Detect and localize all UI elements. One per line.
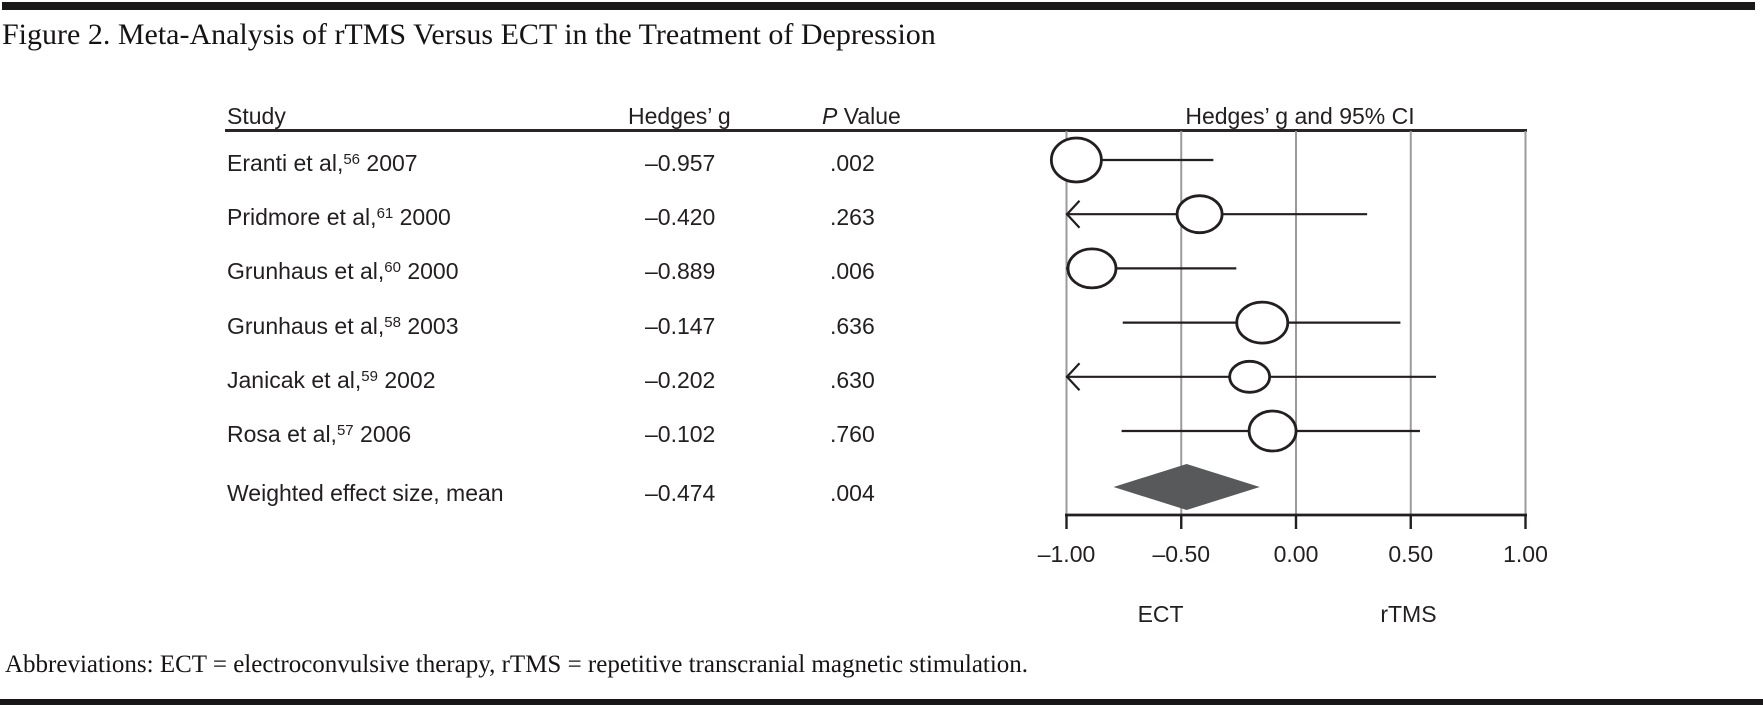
figure-title: Figure 2. Meta-Analysis of rTMS Versus E… bbox=[2, 18, 936, 51]
column-header-study: Study bbox=[227, 103, 286, 129]
summary-diamond bbox=[1113, 464, 1260, 510]
header-rule bbox=[225, 129, 1527, 132]
p-value: .630 bbox=[830, 367, 875, 393]
hedges-g-value: –0.420 bbox=[645, 204, 716, 230]
effect-marker bbox=[1066, 247, 1118, 290]
hedges-g-value: –0.147 bbox=[645, 313, 716, 339]
effect-marker bbox=[1235, 300, 1290, 345]
tick-label: 0.50 bbox=[1388, 541, 1433, 567]
reference-superscript: 57 bbox=[336, 422, 354, 439]
study-label: Pridmore et al,61 2000 bbox=[227, 204, 451, 230]
hedges-g-value: –0.202 bbox=[645, 367, 716, 393]
group-label-rtms: rTMS bbox=[1380, 601, 1436, 627]
hedges-g-value: –0.102 bbox=[645, 421, 716, 447]
study-label: Grunhaus et al,58 2003 bbox=[227, 313, 459, 339]
column-header-hedges-g: Hedges’ g bbox=[628, 103, 731, 129]
abbreviations-footnote: Abbreviations: ECT = electroconvulsive t… bbox=[5, 651, 1029, 678]
effect-marker bbox=[1049, 136, 1103, 184]
study-label: Grunhaus et al,60 2000 bbox=[227, 258, 459, 284]
reference-superscript: 59 bbox=[361, 368, 378, 385]
reference-superscript: 61 bbox=[376, 205, 394, 222]
p-value: .002 bbox=[830, 150, 875, 176]
p-value: .004 bbox=[830, 480, 875, 506]
p-value: .636 bbox=[830, 313, 875, 339]
ci-clip-arrow-left-icon bbox=[1065, 362, 1081, 392]
top-rule bbox=[2, 2, 1755, 10]
p-value-rest: Value bbox=[837, 103, 901, 129]
hedges-g-value: –0.889 bbox=[645, 258, 716, 284]
p-value: .760 bbox=[830, 421, 875, 447]
tick-label: –0.50 bbox=[1152, 541, 1210, 567]
bottom-rule bbox=[0, 699, 1763, 705]
reference-superscript: 56 bbox=[343, 151, 361, 168]
tick-label: –1.00 bbox=[1038, 541, 1096, 567]
study-label: Weighted effect size, mean bbox=[227, 480, 504, 506]
tick-label: 1.00 bbox=[1503, 541, 1548, 567]
hedges-g-value: –0.474 bbox=[645, 480, 716, 506]
tick-label: 0.00 bbox=[1274, 541, 1319, 567]
column-header-p-value: P Value bbox=[822, 103, 901, 130]
reference-superscript: 58 bbox=[384, 314, 401, 331]
ci-clip-arrow-left-icon bbox=[1065, 199, 1081, 229]
p-value: .006 bbox=[830, 258, 875, 284]
study-label: Janicak et al,59 2002 bbox=[227, 367, 436, 393]
effect-marker bbox=[1175, 194, 1224, 235]
group-label-ect: ECT bbox=[1138, 601, 1184, 627]
effect-marker bbox=[1228, 359, 1272, 394]
effect-marker bbox=[1247, 409, 1298, 453]
hedges-g-value: –0.957 bbox=[645, 150, 716, 176]
p-value: .263 bbox=[830, 204, 875, 230]
column-header-ci: Hedges’ g and 95% CI bbox=[1185, 103, 1415, 129]
p-value-italic-p: P bbox=[822, 103, 838, 129]
reference-superscript: 60 bbox=[384, 259, 401, 276]
study-label: Eranti et al,56 2007 bbox=[227, 150, 418, 176]
study-label: Rosa et al,57 2006 bbox=[227, 421, 412, 447]
